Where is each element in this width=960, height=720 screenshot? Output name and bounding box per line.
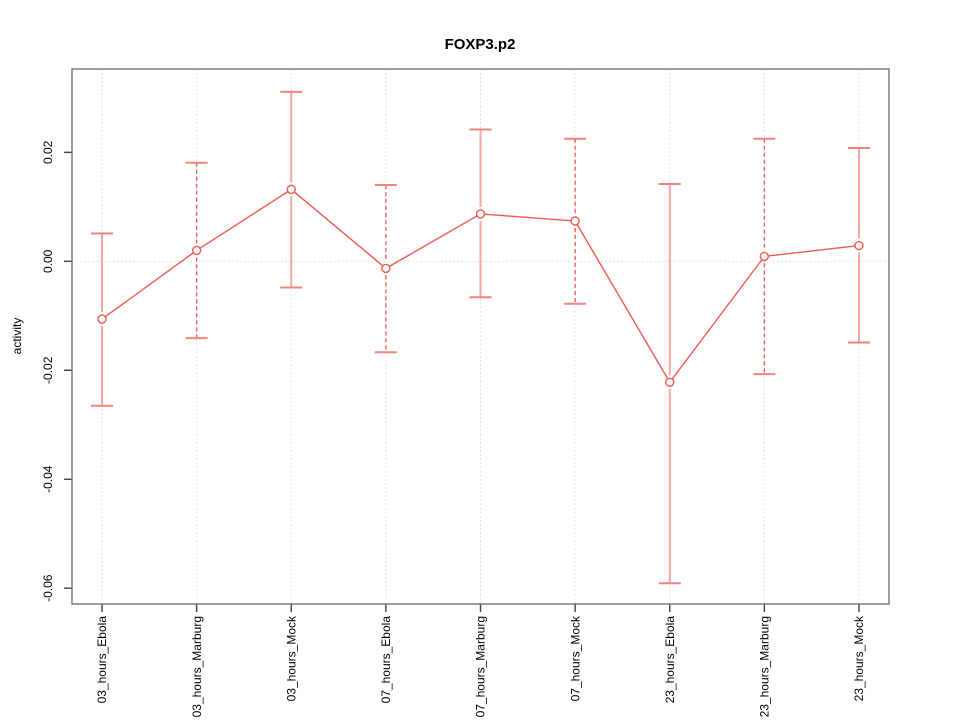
data-point: [286, 184, 296, 195]
x-tick-label: 03_hours_Ebola: [95, 616, 109, 704]
chart-title: FOXP3.p2: [445, 36, 516, 53]
x-tick-label: 23_hours_Marburg: [758, 616, 772, 717]
data-point: [97, 314, 107, 324]
x-tick-label: 07_hours_Marburg: [474, 616, 488, 717]
y-tick-label: -0.04: [41, 465, 55, 493]
x-tick-label: 07_hours_Mock: [568, 615, 582, 701]
y-tick-label: -0.02: [41, 356, 55, 384]
y-tick-label: 0.02: [41, 140, 55, 164]
x-tick-label: 03_hours_Marburg: [190, 616, 204, 717]
data-point: [665, 377, 675, 387]
data-point: [854, 240, 864, 251]
plot-frame: [71, 68, 890, 605]
y-axis-label: activity: [10, 318, 24, 355]
data-point: [381, 263, 391, 274]
x-tick-label: 03_hours_Mock: [284, 615, 298, 701]
data-point: [191, 245, 202, 256]
x-tick-label: 07_hours_Ebola: [379, 616, 393, 704]
y-tick-label: -0.06: [41, 574, 55, 602]
data-point: [475, 209, 486, 219]
x-tick-label: 23_hours_Mock: [852, 615, 866, 701]
data-point: [759, 251, 770, 262]
plot-area: 0.02 0.00 -0.02 -0.04 -0.06 03_hours_Ebola 03_…: [41, 68, 890, 717]
y-tick-label: 0.00: [41, 249, 55, 273]
x-tick-label: 23_hours_Ebola: [663, 616, 677, 704]
data-point: [570, 216, 580, 226]
